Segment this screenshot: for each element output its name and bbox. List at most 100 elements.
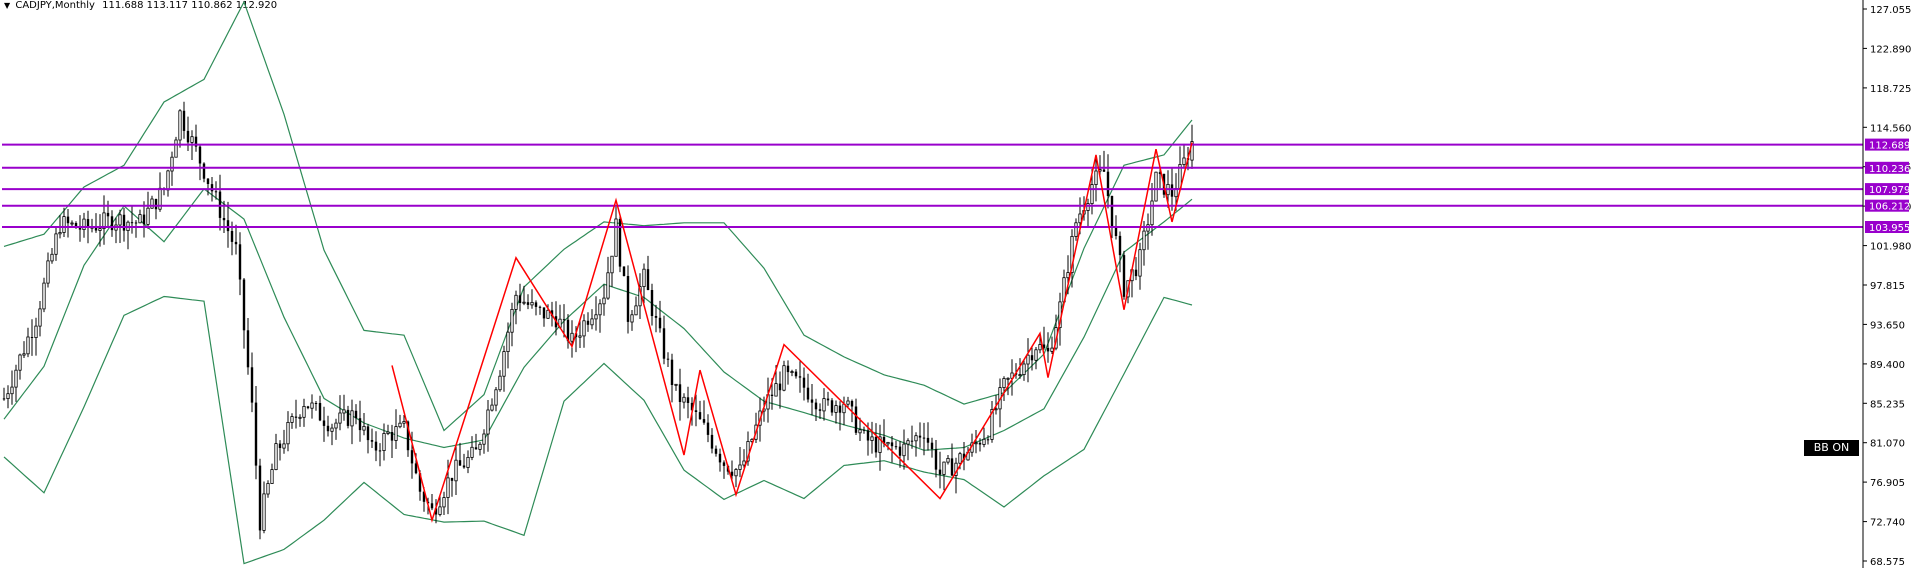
candle-body-down [778,383,782,391]
candle-body-up [902,443,906,457]
candle [206,178,210,196]
bb-lower-line [3,295,1193,565]
candle [1018,358,1022,379]
candle [466,450,470,474]
candle [150,195,154,209]
candle [594,296,598,331]
candle [858,417,862,441]
candle [658,300,662,333]
candle-body-down [794,371,798,377]
candle-body-up [582,320,586,337]
candle-body-up [262,493,266,531]
candle-body-up [174,139,178,158]
candle [598,299,602,333]
candle [698,400,702,420]
candle-body-down [78,228,82,230]
candle [818,403,822,419]
candle-body-down [910,440,914,442]
candle-body-up [102,212,106,229]
candle-body-up [70,222,74,225]
candle-body-down [74,223,78,228]
candle [294,399,298,429]
dropdown-triangle-icon[interactable]: ▼ [4,1,11,10]
candle [130,205,134,234]
candle-body-down [894,446,898,448]
candle-body-down [650,290,654,316]
candle [590,309,594,330]
candle-body-down [986,439,990,441]
candle-body-down [450,477,454,481]
candle [842,396,846,426]
candle [470,436,474,461]
candle-body-down [850,401,854,407]
candle-body-up [594,314,598,320]
candle-body-up [470,446,474,458]
candle [834,400,838,424]
candle-body-up [490,404,494,411]
candle-body-down [646,269,650,290]
candle-body-up [14,369,18,388]
candle [10,370,14,405]
bb-middle-line [3,188,1193,451]
candle-body-down [798,376,802,378]
candle-body-down [698,412,702,420]
candle-body-down [838,405,842,413]
candle-body-up [822,398,826,412]
candle [282,429,286,454]
level-price-tag [1865,183,1909,196]
candle-body-up [282,443,286,449]
candle-body-up [914,435,918,442]
candle [846,396,850,407]
candle-body-down [1106,171,1110,196]
candle-body-up [1086,203,1090,211]
candle-body-down [826,398,830,401]
candle-body-up [286,421,290,445]
candle [938,451,942,489]
candle-body-down [1170,184,1174,197]
candle-body-down [210,184,214,192]
candle-body-down [662,328,666,359]
ohlc-values: 111.688 113.117 110.862 112.920 [102,0,278,11]
candle [898,441,902,468]
candle [110,210,114,237]
candle [250,352,254,413]
candle-body-down [978,442,982,445]
candle-body-down [406,421,410,451]
candle-body-up [1002,378,1006,389]
candle-body-up [466,456,470,468]
candle-body-up [1018,374,1022,377]
candle [14,364,18,402]
candle [242,278,246,349]
candle [306,405,310,410]
candle [606,256,610,300]
candle-body-up [642,268,646,288]
candle-body-up [54,233,58,255]
candle [978,438,982,452]
candle-body-down [802,377,806,388]
candle [278,440,282,461]
candle [906,438,910,461]
candle [1106,154,1110,209]
candle [2,387,6,401]
candle-body-up [26,336,30,355]
candle [710,428,714,454]
candle-body-down [214,191,218,193]
candle [914,432,918,457]
candle-body-down [66,216,70,224]
y-tick-label: 127.055 [1870,5,1911,16]
candle [706,414,710,443]
level-price-label: 103.955 [1869,223,1910,234]
candle-body-down [882,436,886,444]
candle-body-down [1114,227,1118,236]
candle-body-up [942,461,946,475]
bb-on-badge[interactable]: BB ON [1804,440,1859,456]
candle [402,415,406,428]
candle [826,391,830,406]
candle [734,468,738,488]
candle [186,116,190,151]
level-price-tag [1865,161,1909,174]
candle-body-up [46,260,50,284]
candle [862,426,866,434]
candle-body-down [702,419,706,423]
